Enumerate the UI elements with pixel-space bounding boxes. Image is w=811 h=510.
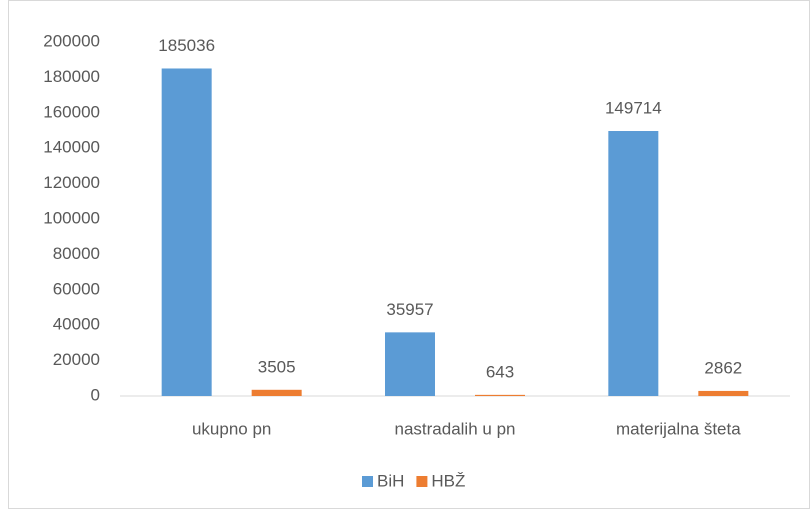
- y-tick-label: 80000: [53, 244, 100, 263]
- y-tick-label: 100000: [43, 208, 100, 227]
- bar: [475, 394, 525, 396]
- x-tick-label: ukupno pn: [192, 419, 271, 438]
- legend-swatch: [416, 476, 428, 487]
- data-label: 2862: [704, 358, 742, 377]
- bar: [161, 68, 212, 397]
- x-tick-label: nastradalih u pn: [395, 419, 516, 438]
- bar: [385, 332, 435, 396]
- data-label: 643: [486, 362, 514, 381]
- y-tick-label: 20000: [53, 350, 100, 369]
- data-label: 3505: [258, 357, 296, 376]
- y-tick-label: 120000: [43, 173, 100, 192]
- bar: [698, 390, 749, 396]
- y-tick-label: 140000: [43, 138, 100, 157]
- y-tick-label: 60000: [53, 279, 100, 298]
- legend-swatch: [362, 476, 373, 487]
- y-tick-label: 0: [91, 385, 100, 404]
- legend-label: HBŽ: [431, 471, 465, 490]
- legend-label: BiH: [377, 471, 404, 490]
- y-tick-label: 200000: [43, 31, 100, 50]
- data-label: 35957: [386, 300, 433, 319]
- chart-border: [8, 0, 810, 509]
- bar: [251, 389, 302, 396]
- y-tick-label: 160000: [43, 102, 100, 121]
- y-tick-label: 40000: [53, 315, 100, 334]
- y-tick-label: 180000: [43, 67, 100, 86]
- x-tick-label: materijalna šteta: [616, 419, 741, 438]
- data-label: 149714: [605, 98, 662, 117]
- bar: [608, 131, 659, 396]
- data-label: 185036: [158, 36, 215, 55]
